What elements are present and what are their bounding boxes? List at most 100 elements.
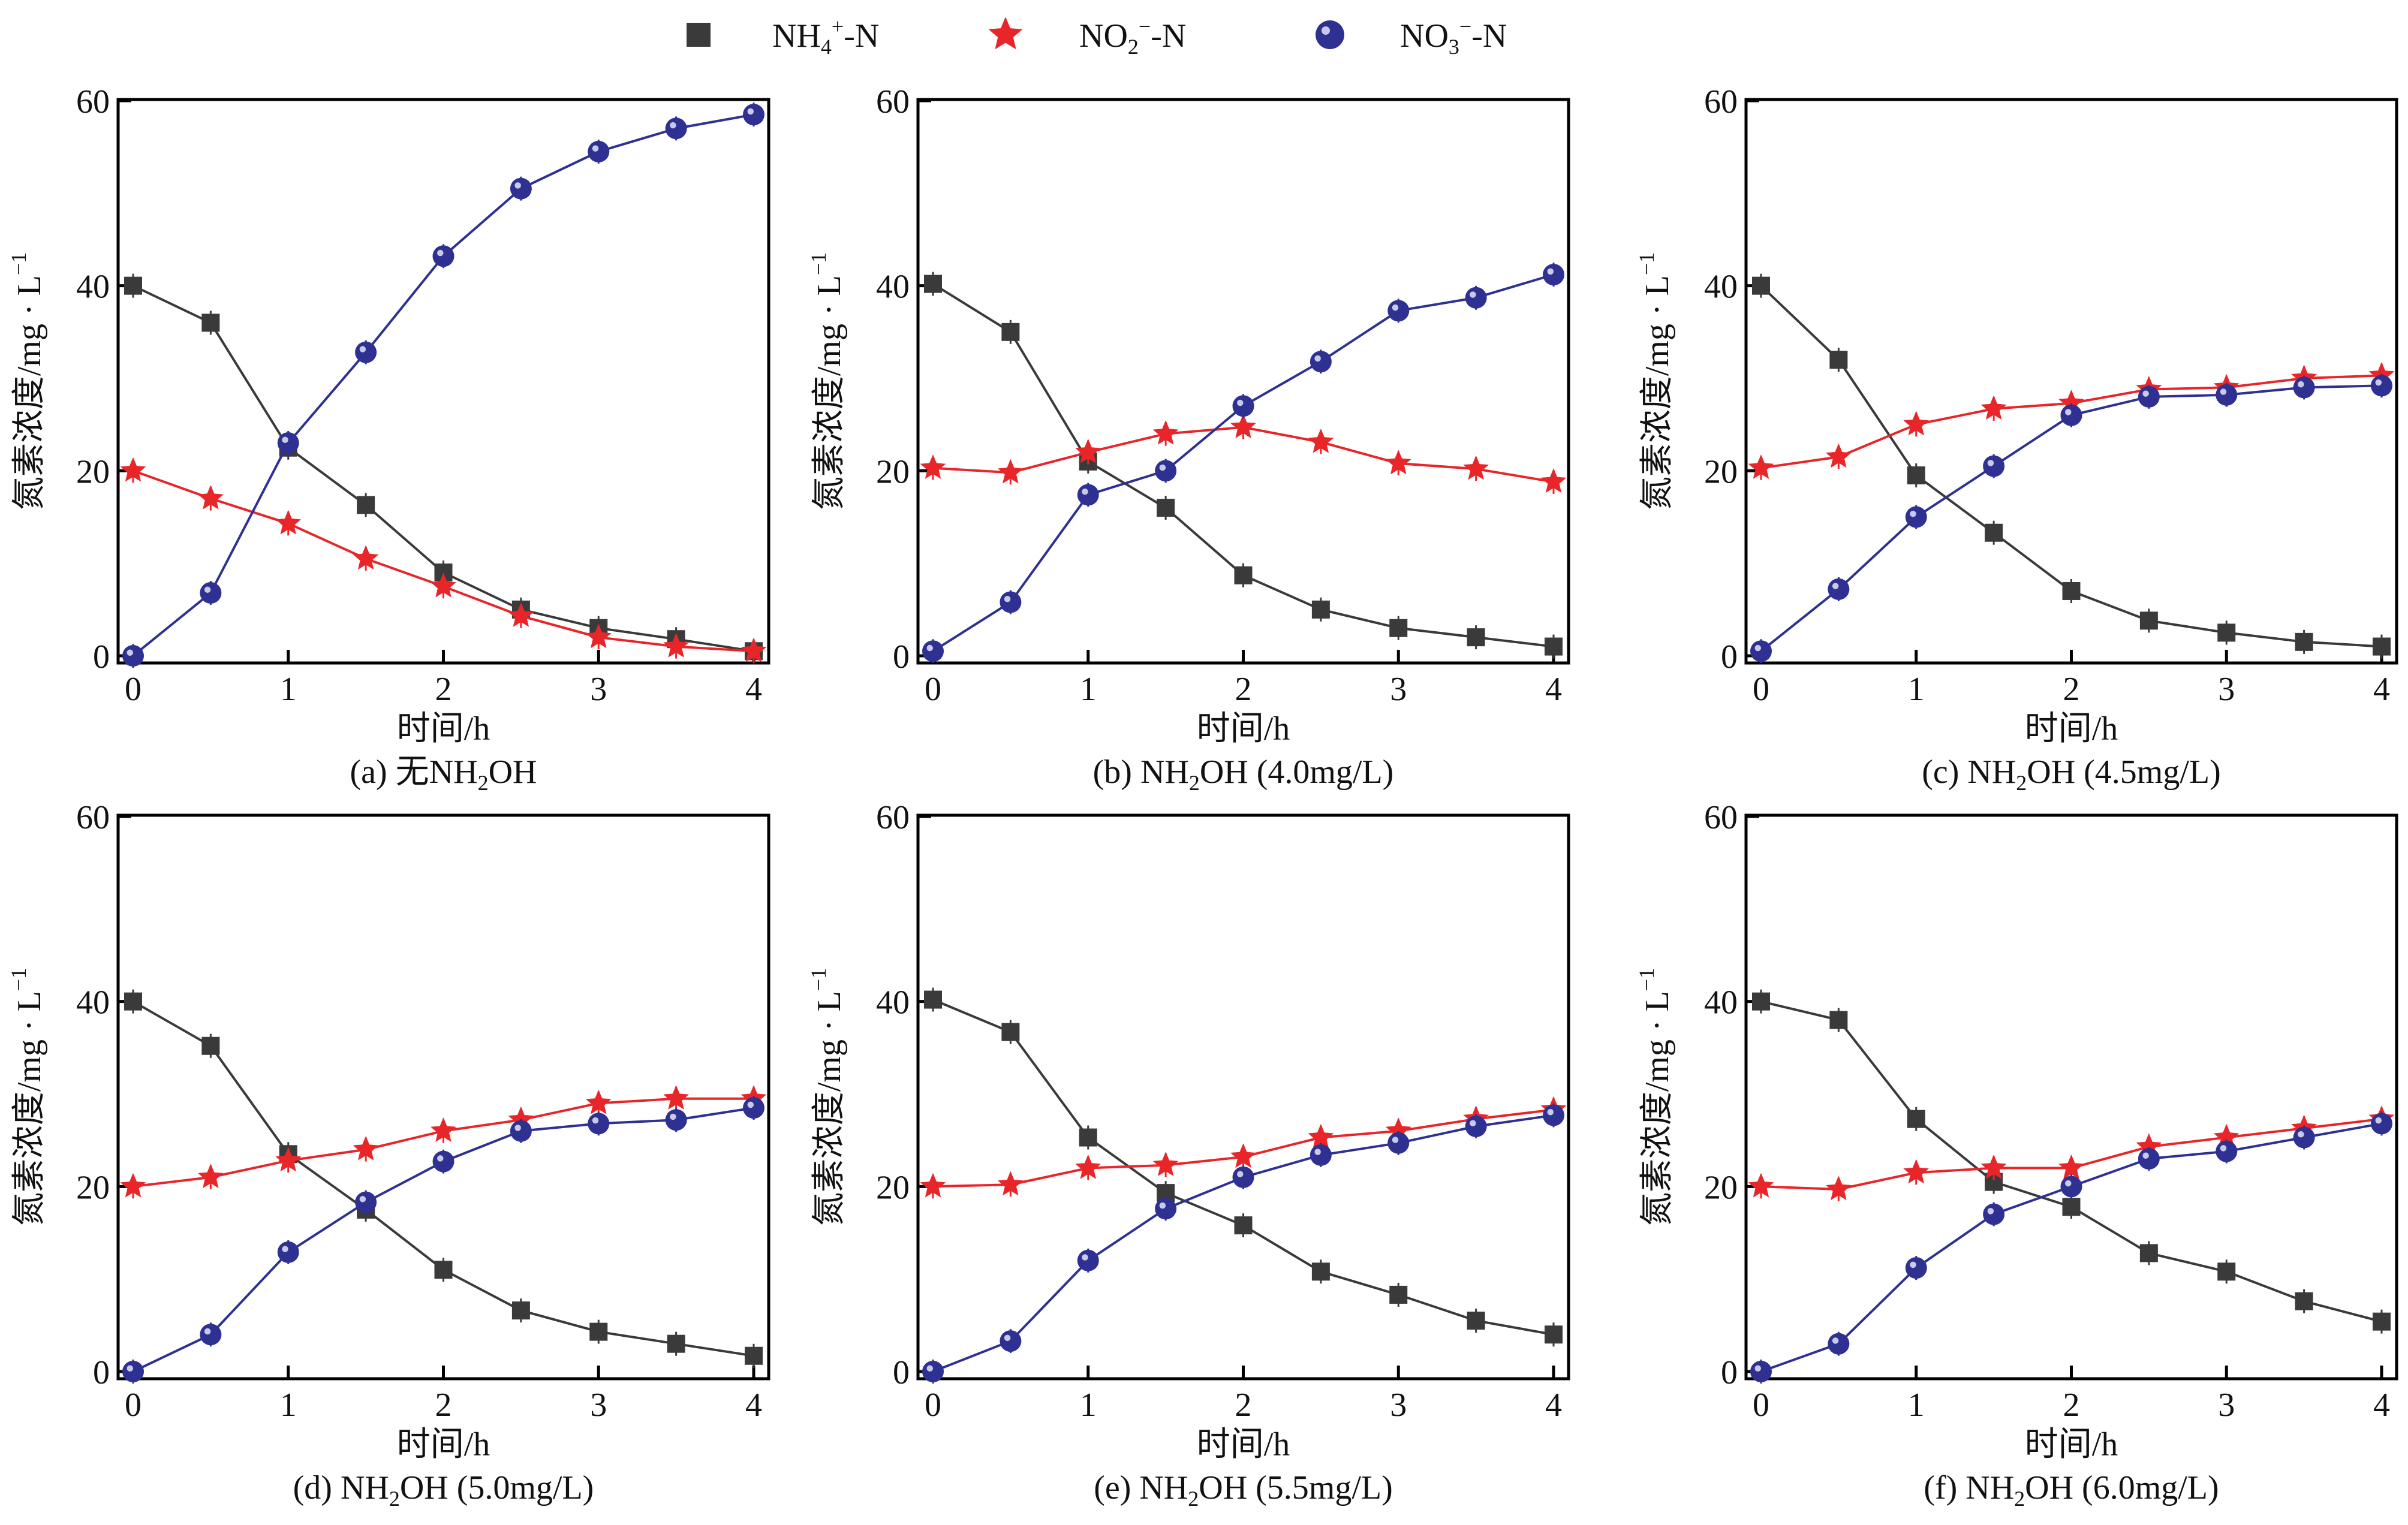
- star-marker: [1075, 1155, 1101, 1179]
- square-marker: [2139, 611, 2158, 630]
- circle-marker: [1232, 1166, 1254, 1188]
- series-circle: [122, 103, 764, 668]
- panel-caption: (c) NH2OH (4.5mg/L): [1922, 754, 2221, 795]
- circle-highlight: [204, 586, 211, 593]
- circle-highlight: [437, 249, 444, 257]
- square-marker: [1829, 1011, 1848, 1029]
- star-marker: [1826, 443, 1852, 468]
- tspan: 氮素浓度/mg · L: [811, 991, 848, 1226]
- circle-marker: [1983, 455, 2005, 477]
- square-marker: [1752, 992, 1770, 1011]
- x-tick-label: 1: [1908, 1387, 1925, 1424]
- circle-highlight: [437, 1155, 444, 1162]
- square-marker: [1311, 1262, 1330, 1281]
- y-tick-label: 0: [93, 638, 110, 676]
- x-axis-label: 时间/h: [1197, 710, 1290, 748]
- legend-sub: 4: [821, 35, 832, 59]
- square-marker: [1545, 1325, 1563, 1344]
- panel-caption: (e) NH2OH (5.5mg/L): [1094, 1469, 1393, 1511]
- star-marker: [1980, 1155, 2007, 1179]
- legend-sub: 2: [1128, 35, 1139, 59]
- circle-marker: [1077, 484, 1099, 506]
- circle-marker: [2138, 385, 2160, 408]
- x-tick-label: 3: [1390, 671, 1407, 708]
- legend-sup: +: [832, 14, 844, 38]
- y-tick-label: 20: [876, 453, 910, 490]
- series-square: [124, 989, 763, 1368]
- series-circle: [1750, 1111, 2392, 1384]
- caption-sub: 2: [389, 1487, 400, 1511]
- y-tick-label: 20: [1704, 1169, 1738, 1206]
- x-tick-label: 0: [925, 1387, 941, 1424]
- circle-highlight: [1832, 1337, 1839, 1344]
- tspan: (d) NH: [293, 1469, 389, 1506]
- square-marker: [511, 1301, 530, 1320]
- circle-highlight: [1004, 1334, 1011, 1342]
- circle-marker: [2371, 375, 2392, 397]
- star-marker: [508, 602, 534, 627]
- circle-highlight: [359, 346, 366, 352]
- legend: NH4+-N NO2−-N NO3−-N: [687, 14, 1507, 59]
- circle-highlight: [1314, 1149, 1321, 1155]
- circle-highlight: [1910, 511, 1916, 517]
- star-marker: [1903, 1159, 1930, 1184]
- y-tick-label: 60: [876, 83, 910, 120]
- star-marker: [1826, 1176, 1852, 1201]
- circle-marker: [355, 341, 377, 363]
- y-tick-label: 0: [1721, 638, 1738, 676]
- legend-item: NO2−-N: [988, 14, 1186, 59]
- circle-marker: [1155, 1198, 1177, 1220]
- caption-sub: 2: [478, 771, 489, 795]
- plot-frame: [916, 813, 1570, 1381]
- star-marker: [1075, 439, 1101, 463]
- x-tick-label: 1: [280, 1387, 297, 1424]
- square-marker: [201, 1036, 220, 1055]
- star-marker: [741, 637, 767, 662]
- y-axis-label: 氮素浓度/mg · L−1: [1635, 968, 1676, 1226]
- tspan: NH: [772, 17, 821, 55]
- circle-highlight: [1004, 595, 1011, 602]
- circle-highlight: [282, 1246, 288, 1252]
- square-marker: [924, 275, 942, 293]
- circle-highlight: [2142, 390, 2149, 397]
- circle-marker: [277, 432, 299, 454]
- star-marker: [1385, 450, 1411, 475]
- circle-marker: [2371, 1113, 2392, 1135]
- x-tick-label: 1: [1080, 1387, 1097, 1424]
- star-marker: [353, 545, 379, 570]
- circle-marker: [1316, 20, 1344, 49]
- star-marker: [275, 1147, 302, 1172]
- x-axis-label: 时间/h: [397, 1426, 490, 1463]
- y-tick-label: 0: [893, 638, 910, 676]
- circle-highlight: [1082, 488, 1088, 495]
- circle-highlight: [1237, 399, 1244, 406]
- x-tick-label: 3: [590, 1387, 607, 1424]
- star-marker: [353, 1136, 379, 1161]
- x-tick-label: 3: [590, 671, 607, 708]
- square-marker: [1907, 1110, 1925, 1128]
- square-marker: [1829, 351, 1848, 369]
- square-marker: [687, 23, 711, 47]
- x-tick-label: 3: [2218, 671, 2235, 708]
- circle-highlight: [1910, 1261, 1916, 1268]
- circle-highlight: [282, 436, 288, 444]
- circle-marker: [1310, 351, 1332, 373]
- circle-highlight: [514, 182, 521, 189]
- tspan: OH (5.5mg/L): [1199, 1469, 1393, 1506]
- square-marker: [1985, 523, 2003, 542]
- star-marker: [2058, 1155, 2084, 1179]
- circle-highlight: [1547, 1108, 1554, 1116]
- y-axis-label-sup: −1: [7, 252, 31, 275]
- y-tick-label: 60: [76, 83, 110, 120]
- circle-marker: [1828, 1333, 1850, 1355]
- y-tick-label: 40: [876, 984, 910, 1021]
- tspan: -N: [844, 17, 879, 55]
- star-marker: [2213, 1124, 2240, 1149]
- y-axis-label-sup: −1: [1635, 968, 1658, 991]
- circle-highlight: [1314, 355, 1321, 362]
- star-marker: [1980, 395, 2007, 420]
- x-tick-label: 2: [435, 1387, 452, 1424]
- y-tick-label: 40: [1704, 984, 1738, 1021]
- x-tick-label: 2: [2063, 671, 2080, 708]
- circle-marker: [2293, 1126, 2315, 1149]
